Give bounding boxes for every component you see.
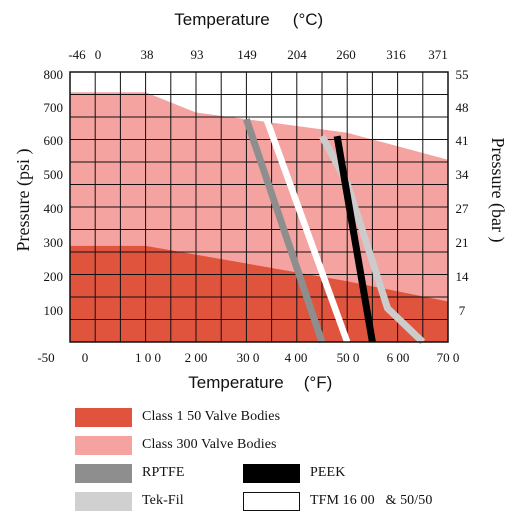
series-layer bbox=[243, 118, 426, 345]
tick-label-layer: -50 0 1 0 0 2 00 30 0 4 00 50 0 6 00 70 0 -46 0 38 9… bbox=[37, 47, 469, 365]
x-tick-label-c: 93 bbox=[191, 47, 204, 62]
y-tick-label-psi: 500 bbox=[44, 167, 64, 182]
x-tick-label-f: 30 0 bbox=[237, 350, 260, 365]
y-tick-label-bar: 55 bbox=[456, 67, 469, 82]
y-tick-label-psi: 800 bbox=[44, 67, 64, 82]
y-tick-label-psi: 600 bbox=[44, 133, 64, 148]
x-tick-label-f: 6 00 bbox=[387, 350, 410, 365]
bottom-axis-title: Temperature bbox=[188, 373, 283, 392]
legend-label: Class 1 50 Valve Bodies bbox=[142, 409, 281, 424]
legend-label: Class 300 Valve Bodies bbox=[142, 437, 277, 452]
series-tek-fil bbox=[318, 134, 426, 345]
x-tick-label-f: 0 bbox=[82, 350, 89, 365]
legend-label: RPTFE bbox=[142, 465, 185, 480]
plot-border bbox=[69, 71, 449, 343]
legend-item-peek: PEEK bbox=[243, 463, 345, 483]
x-tick-label-f: 4 00 bbox=[285, 350, 308, 365]
top-axis-title: Temperature bbox=[174, 10, 269, 29]
legend-item-tekfil: Tek-Fil bbox=[75, 491, 184, 511]
right-axis-title: Pressure (bar ) bbox=[487, 138, 505, 243]
swatch-light-red-icon bbox=[75, 435, 132, 455]
plot-frame bbox=[69, 71, 449, 343]
y-tick-label-bar: 41 bbox=[456, 133, 469, 148]
legend-item-class150: Class 1 50 Valve Bodies bbox=[75, 407, 280, 427]
y-tick-label-bar: 7 bbox=[459, 303, 466, 318]
y-tick-label-psi: 100 bbox=[44, 303, 64, 318]
y-tick-label-bar: 34 bbox=[456, 167, 470, 182]
bottom-axis-unit: (°F) bbox=[304, 373, 333, 392]
y-tick-label-psi: 200 bbox=[44, 269, 64, 284]
swatch-black-icon bbox=[243, 463, 300, 483]
legend-label: Tek-Fil bbox=[142, 493, 184, 508]
x-tick-label-f: 70 0 bbox=[437, 350, 460, 365]
axis-title-layer: Temperature (°C) Temperature (°F) Pressure (… bbox=[13, 10, 505, 392]
series-tfm-16-00-50-50 bbox=[263, 118, 351, 344]
left-axis-title: Pressure (psi ) bbox=[13, 149, 34, 252]
x-tick-label-c: 0 bbox=[95, 47, 102, 62]
top-axis-unit: (°C) bbox=[293, 10, 323, 29]
x-tick-label-f: -50 bbox=[37, 350, 54, 365]
x-tick-label-f: 50 0 bbox=[337, 350, 360, 365]
x-tick-label-c: 149 bbox=[237, 47, 257, 62]
x-tick-label-c: 316 bbox=[386, 47, 406, 62]
series-rptfe bbox=[243, 118, 326, 344]
legend-item-class300: Class 300 Valve Bodies bbox=[75, 435, 277, 455]
y-tick-label-bar: 14 bbox=[456, 269, 470, 284]
x-tick-label-c: 371 bbox=[428, 47, 448, 62]
swatch-light-gray-icon bbox=[75, 491, 132, 511]
legend-label: PEEK bbox=[310, 465, 346, 480]
y-tick-label-bar: 27 bbox=[456, 201, 470, 216]
y-tick-label-psi: 700 bbox=[44, 100, 64, 115]
swatch-white-icon bbox=[243, 491, 300, 511]
y-tick-label-bar: 48 bbox=[456, 100, 469, 115]
legend-item-rptfe: RPTFE bbox=[75, 463, 185, 483]
legend-label: TFM 16 00 & 50/50 bbox=[310, 493, 433, 508]
x-tick-label-f: 2 00 bbox=[185, 350, 208, 365]
area-class150 bbox=[70, 245, 448, 342]
y-tick-label-bar: 21 bbox=[456, 235, 469, 250]
series-peek bbox=[333, 135, 376, 343]
y-tick-label-psi: 400 bbox=[44, 201, 64, 216]
legend-item-tfm: TFM 16 00 & 50/50 bbox=[243, 491, 432, 511]
swatch-dark-red-icon bbox=[75, 407, 132, 427]
swatch-gray-icon bbox=[75, 463, 132, 483]
x-tick-label-c: -46 bbox=[68, 47, 86, 62]
x-tick-label-c: 38 bbox=[141, 47, 154, 62]
x-tick-label-c: 260 bbox=[336, 47, 356, 62]
x-tick-label-c: 204 bbox=[287, 47, 307, 62]
y-tick-label-psi: 300 bbox=[44, 235, 64, 250]
area-layer bbox=[70, 92, 448, 342]
x-tick-label-f: 1 0 0 bbox=[135, 350, 161, 365]
